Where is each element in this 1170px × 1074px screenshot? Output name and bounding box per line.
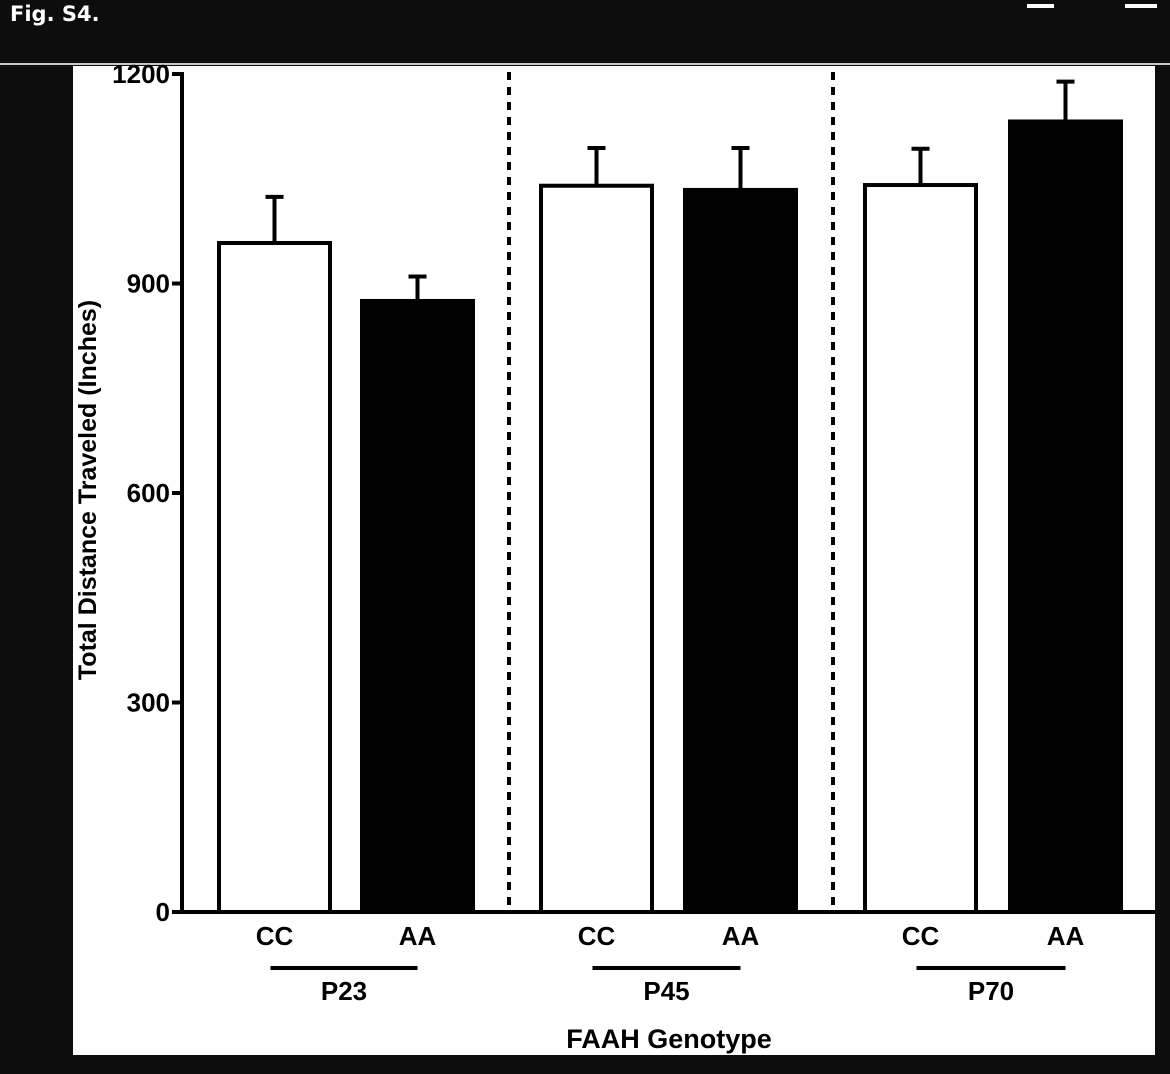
y-tick-label: 1200 <box>112 59 170 89</box>
x-tick-label: CC <box>256 921 294 951</box>
bar-p45-cc <box>539 183 654 914</box>
x-tick-label: AA <box>399 921 437 951</box>
x-tick-label: CC <box>902 921 940 951</box>
y-tick-label: 300 <box>127 688 170 718</box>
x-axis-label: FAAH Genotype <box>566 1024 772 1054</box>
group-label: P23 <box>321 976 367 1006</box>
header-divider <box>0 63 1170 65</box>
group-label: P70 <box>968 976 1014 1006</box>
y-tick-label: 0 <box>156 897 170 927</box>
bar-p45-aa <box>683 187 798 914</box>
bar-p23-cc <box>217 240 332 915</box>
bar-p70-aa <box>1008 119 1123 914</box>
menu-icon[interactable] <box>1122 0 1162 12</box>
x-tick-label: AA <box>722 921 760 951</box>
bar-p23-aa <box>360 298 475 915</box>
x-tick-label: AA <box>1047 921 1085 951</box>
y-axis-label: Total Distance Traveled (Inches) <box>74 300 102 680</box>
bar-p70-cc <box>863 183 978 915</box>
group-label: P45 <box>643 976 689 1006</box>
figure-title: Fig. S4. <box>10 2 100 26</box>
x-tick-label: CC <box>578 921 616 951</box>
y-tick-label: 600 <box>127 478 170 508</box>
download-icon[interactable] <box>1025 0 1065 12</box>
y-tick-label: 900 <box>127 269 170 299</box>
